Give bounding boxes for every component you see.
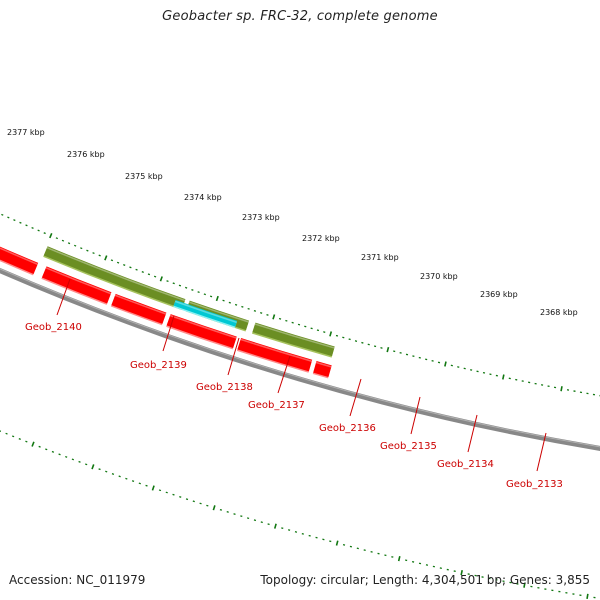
gene-label-leader <box>536 432 547 472</box>
scale-label: 2375 kbp <box>125 172 163 181</box>
genome-backbone <box>0 267 600 451</box>
major-tick <box>397 555 401 562</box>
major-tick <box>151 485 155 491</box>
scale-label: 2376 kbp <box>67 150 105 159</box>
gene-label-leaders <box>56 278 547 472</box>
major-tick <box>329 331 333 337</box>
scale-label: 2368 kbp <box>540 308 578 317</box>
scale-labels: 2377 kbp 2376 kbp 2375 kbp 2374 kbp 2373 kbp… <box>7 128 578 317</box>
major-tick <box>273 523 277 529</box>
major-tick <box>272 314 276 320</box>
scale-label: 2374 kbp <box>184 193 222 202</box>
major-tick <box>49 233 53 239</box>
major-tick <box>31 441 35 447</box>
scale-label: 2377 kbp <box>7 128 45 137</box>
minor-tick <box>19 221 22 224</box>
forward-cds-feature <box>110 293 167 326</box>
minor-tick <box>25 224 28 227</box>
major-tick <box>444 361 447 367</box>
major-tick <box>523 582 526 588</box>
major-tick <box>560 386 563 392</box>
forward-cds-feature <box>166 314 237 350</box>
minor-tick <box>1 213 4 216</box>
minor-tick <box>7 216 10 219</box>
rna-feature <box>173 299 238 329</box>
inner-scale-ticks <box>1 213 600 397</box>
minor-tick <box>31 226 34 229</box>
forward-cds-feature <box>41 266 112 305</box>
gene-labels: Geob_2140 Geob_2139 Geob_2138 Geob_2137 Geob… <box>25 322 563 490</box>
major-tick <box>386 346 390 353</box>
scale-label: 2370 kbp <box>420 272 458 281</box>
accession-text: Accession: NC_011979 <box>9 573 146 587</box>
scale-label: 2371 kbp <box>361 253 399 262</box>
gene-label[interactable]: Geob_2133 <box>506 479 563 490</box>
reverse-cds-feature <box>251 322 335 358</box>
minor-tick <box>13 219 16 222</box>
gene-label[interactable]: Geob_2139 <box>130 360 187 371</box>
gene-label[interactable]: Geob_2140 <box>25 322 82 333</box>
gene-label-leader <box>277 355 291 394</box>
gene-label[interactable]: Geob_2134 <box>437 459 494 470</box>
gene-label[interactable]: Geob_2135 <box>380 441 437 452</box>
genome-summary-text: Topology: circular; Length: 4,304,501 bp… <box>260 573 590 587</box>
gene-label-leader <box>227 337 240 376</box>
gene-features <box>0 246 335 379</box>
gene-label-leader <box>56 278 71 316</box>
gene-label-leader <box>162 315 175 352</box>
major-tick <box>104 255 108 261</box>
minor-tick <box>43 232 46 235</box>
major-tick <box>212 505 216 511</box>
map-title: Geobacter sp. FRC-32, complete genome <box>162 9 438 24</box>
major-tick <box>586 593 589 599</box>
gene-label[interactable]: Geob_2138 <box>196 382 253 393</box>
forward-cds-feature <box>0 246 39 276</box>
gene-label[interactable]: Geob_2137 <box>248 400 305 411</box>
minor-tick <box>37 229 40 232</box>
forward-cds-feature <box>236 337 313 373</box>
major-tick <box>335 540 339 546</box>
scale-label: 2369 kbp <box>480 290 518 299</box>
gene-label-leader <box>467 414 478 453</box>
scale-label: 2373 kbp <box>242 213 280 222</box>
outer-scale-ticks <box>0 430 596 599</box>
gene-label-leader <box>410 396 421 435</box>
major-tick <box>215 295 219 302</box>
major-tick <box>460 570 463 576</box>
major-tick <box>159 276 163 282</box>
forward-cds-feature <box>312 361 332 379</box>
scale-label: 2372 kbp <box>302 234 340 243</box>
gene-label-leader <box>349 378 362 417</box>
major-tick <box>502 374 505 380</box>
major-tick <box>91 464 95 470</box>
gene-label[interactable]: Geob_2136 <box>319 423 376 434</box>
